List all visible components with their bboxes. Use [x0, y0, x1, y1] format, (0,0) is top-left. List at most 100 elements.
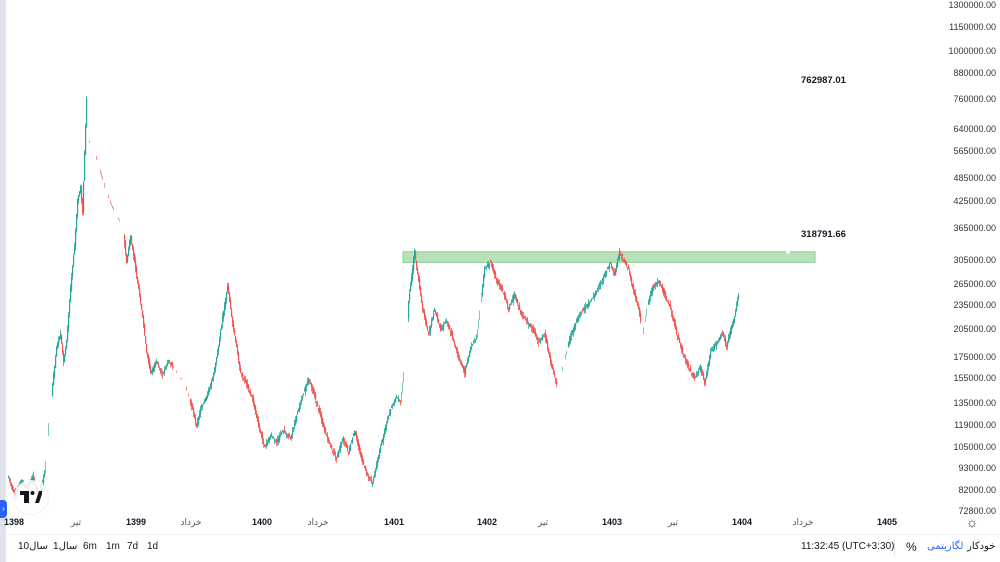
candle	[53, 371, 55, 386]
candle	[605, 270, 607, 279]
candle	[688, 360, 690, 371]
candle	[353, 432, 355, 437]
candle	[155, 360, 157, 368]
candle	[515, 293, 517, 300]
candle	[208, 387, 210, 396]
candle	[364, 465, 366, 468]
candle	[664, 288, 666, 299]
candle	[372, 481, 374, 488]
candle	[162, 370, 164, 379]
candle	[603, 274, 605, 285]
candle	[132, 243, 134, 251]
candle	[634, 289, 636, 297]
candle	[68, 312, 70, 333]
candle	[171, 361, 173, 366]
candle	[198, 416, 200, 427]
candle	[556, 377, 558, 387]
candle	[735, 308, 737, 318]
candle	[227, 282, 229, 294]
candle	[452, 330, 454, 341]
candle	[667, 300, 669, 303]
candle	[613, 267, 615, 276]
candle	[708, 360, 710, 370]
candle	[714, 343, 716, 352]
candle	[520, 309, 522, 316]
candle	[146, 343, 148, 354]
candle	[458, 351, 460, 361]
candle	[257, 413, 259, 423]
candle	[384, 428, 386, 438]
candle	[273, 436, 275, 439]
tradingview-logo[interactable]	[14, 480, 48, 514]
candle	[253, 394, 255, 407]
candle	[539, 337, 541, 343]
candle	[595, 290, 597, 297]
time-tick-label: 1404	[731, 517, 753, 527]
time-axis[interactable]: 1398 تیر 1399 خرداد 1400 خرداد 1401 1402 تیر 1403…	[0, 512, 944, 534]
candle	[167, 359, 169, 367]
range-button[interactable]: 1d	[147, 541, 159, 552]
candle	[261, 431, 263, 439]
candle	[727, 340, 729, 350]
candle	[415, 249, 417, 260]
candle	[577, 315, 579, 324]
candle	[399, 399, 401, 403]
candle	[538, 337, 540, 347]
candle	[570, 332, 572, 345]
candle	[195, 414, 197, 427]
chart-pane[interactable]	[6, 0, 944, 514]
candle	[354, 430, 356, 437]
candle	[653, 283, 655, 291]
resistance-zone[interactable]	[402, 251, 816, 263]
candle	[78, 195, 80, 205]
candle	[377, 457, 379, 469]
candle	[492, 262, 494, 271]
price-tick-label: 93000.00	[958, 463, 996, 473]
zone-resize-handle[interactable]	[786, 249, 790, 254]
candle	[433, 310, 435, 321]
range-button[interactable]: 1سال	[53, 541, 78, 552]
candle	[572, 330, 574, 335]
candle	[435, 309, 437, 315]
settings-icon[interactable]: ☼	[965, 514, 979, 530]
percent-scale-button[interactable]: %	[906, 540, 917, 554]
candle	[675, 319, 677, 330]
range-button[interactable]: 6m	[83, 541, 97, 552]
candle	[638, 301, 640, 310]
candle	[473, 340, 475, 344]
candle	[532, 325, 534, 334]
candle	[535, 328, 537, 338]
candle	[282, 429, 284, 433]
candle	[199, 409, 201, 420]
log-scale-button[interactable]: لگاریتمی	[927, 541, 964, 552]
candle	[449, 324, 451, 331]
candle	[541, 337, 543, 341]
price-tick-label: 105000.00	[953, 441, 996, 452]
candle	[376, 460, 378, 471]
candle	[228, 283, 230, 295]
candle	[220, 328, 222, 342]
candlestick-chart[interactable]	[6, 0, 944, 512]
candle	[579, 312, 581, 319]
candle	[649, 295, 651, 306]
range-button[interactable]: 1m	[106, 541, 120, 552]
range-button[interactable]: 10سال	[18, 541, 48, 552]
candle	[582, 308, 584, 313]
auto-scale-button[interactable]: خودکار	[967, 541, 996, 552]
candle	[679, 337, 681, 344]
price-axis[interactable]: 1300000.00 1150000.00 1000000.00 880000.00 7…	[944, 0, 1000, 516]
high-price-label: 762987.01	[801, 75, 846, 86]
candle	[373, 476, 375, 484]
candle	[222, 312, 224, 329]
candle	[236, 339, 238, 348]
clock-timezone[interactable]: 11:32:45 (UTC+3:30)	[801, 541, 895, 552]
candle	[604, 272, 606, 278]
candle	[540, 337, 542, 344]
candle	[351, 440, 353, 444]
candle	[129, 239, 131, 251]
candle	[700, 363, 702, 373]
candle	[408, 300, 410, 323]
collapse-panel-button[interactable]: ›	[0, 500, 7, 518]
range-button[interactable]: 7d	[127, 541, 139, 552]
candle	[43, 474, 45, 486]
